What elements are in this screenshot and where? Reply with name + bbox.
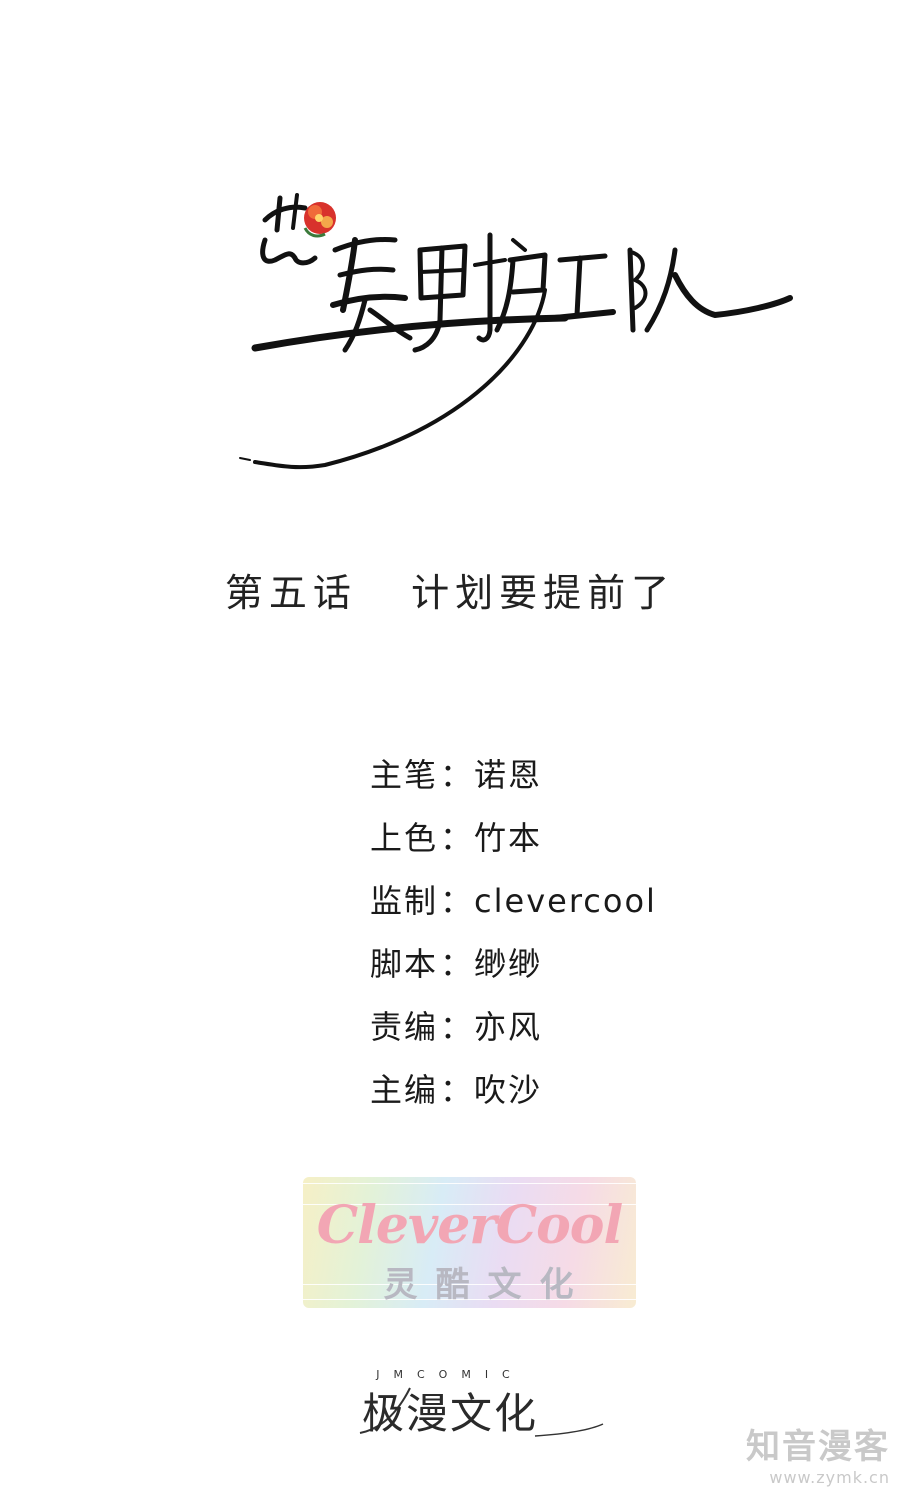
credit-separator: ：: [440, 945, 473, 983]
site-watermark: 知音漫客 www.zymk.cn: [746, 1428, 890, 1487]
comic-title-logo: [235, 180, 795, 480]
chapter-heading: 第五话 计划要提前了: [0, 562, 900, 617]
credit-role: 脚本: [370, 945, 439, 983]
chapter-number: 第五话: [224, 571, 357, 615]
credit-separator: ：: [440, 882, 473, 920]
credit-row: 主笔 ： 诺恩: [370, 752, 790, 815]
chapter-title: 计划要提前了: [411, 571, 676, 615]
credit-separator: ：: [440, 1008, 473, 1046]
publisher-name-cn: 极漫文化: [361, 1389, 538, 1438]
credit-role: 上色: [370, 819, 439, 857]
credit-role: 监制: [370, 882, 439, 920]
credit-name: 缈缈: [474, 945, 543, 983]
watermark-url: www.zymk.cn: [769, 1468, 890, 1487]
studio-name-en: CleverCool: [316, 1195, 623, 1256]
credits-list: 主笔 ： 诺恩 上色 ： 竹本 监制 ： clevercool 脚本 ： 缈缈 …: [370, 752, 790, 1130]
flower-icon: [303, 202, 336, 238]
watermark-name: 知音漫客: [746, 1427, 890, 1467]
credit-row: 监制 ： clevercool: [370, 878, 790, 941]
credit-name: 亦风: [474, 1008, 543, 1046]
credit-name: 竹本: [474, 819, 543, 857]
badge-stripe: [303, 1183, 636, 1205]
credit-name: 吹沙: [474, 1071, 543, 1109]
credit-row: 责编 ： 亦风: [370, 1004, 790, 1067]
credit-role: 主笔: [370, 756, 439, 794]
credit-separator: ：: [440, 819, 473, 857]
credit-separator: ：: [440, 756, 473, 794]
credit-role: 责编: [370, 1008, 439, 1046]
clevercool-studio-badge: CleverCool 灵酷文化: [303, 1177, 636, 1308]
publisher-name-en: JMCOMIC: [376, 1368, 524, 1381]
credit-row: 脚本 ： 缈缈: [370, 941, 790, 1004]
calligraphy-title-mark: [239, 193, 793, 470]
credit-row: 主编 ： 吹沙: [370, 1067, 790, 1130]
credit-name: clevercool: [474, 882, 657, 920]
publisher-swoosh-icon: [359, 1387, 604, 1437]
credit-row: 上色 ： 竹本: [370, 815, 790, 878]
badge-stripe: [303, 1284, 636, 1300]
credit-name: 诺恩: [474, 756, 543, 794]
credit-role: 主编: [370, 1071, 439, 1109]
credit-separator: ：: [440, 1071, 473, 1109]
studio-name-cn: 灵酷文化: [383, 1265, 592, 1305]
